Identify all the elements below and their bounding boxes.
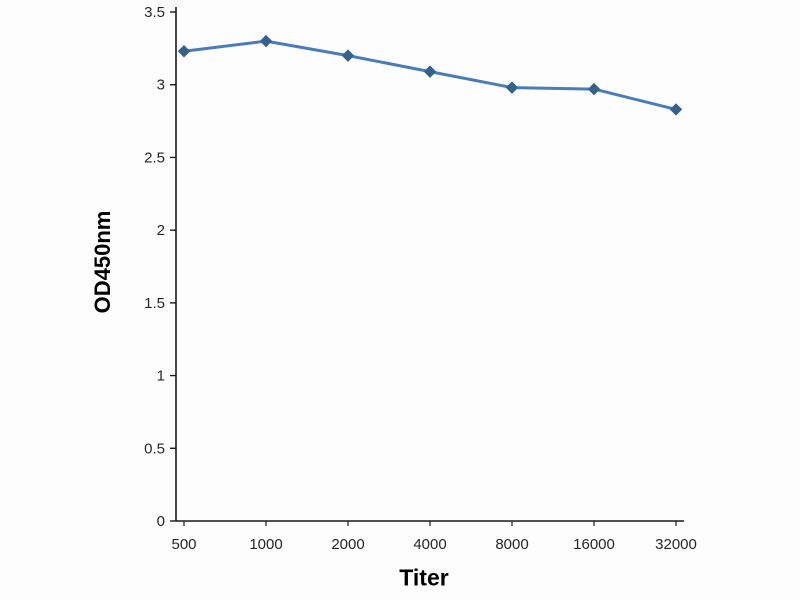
y-tick-label: 3 — [157, 77, 165, 94]
x-tick-label: 1000 — [249, 536, 282, 553]
data-point-marker — [669, 103, 683, 116]
x-tick-label: 2000 — [331, 536, 364, 553]
x-tick-label: 500 — [171, 536, 196, 553]
y-tick-label: 2.5 — [144, 149, 165, 166]
y-tick-label: 2 — [157, 222, 165, 239]
x-tick-label: 32000 — [655, 536, 697, 553]
y-tick-label: 0 — [157, 513, 165, 530]
y-tick-label: 3.5 — [144, 4, 165, 21]
x-tick-label: 16000 — [573, 536, 615, 553]
data-point-marker — [423, 65, 437, 78]
data-point-marker — [587, 82, 601, 96]
data-point-marker — [341, 49, 355, 62]
data-point-marker — [505, 81, 519, 94]
x-axis-title: Titer — [399, 564, 449, 591]
y-tick-label: 1 — [157, 368, 165, 385]
data-point-marker — [177, 45, 191, 58]
y-axis-title: OD450nm — [90, 210, 115, 314]
y-tick-label: 1.5 — [144, 295, 165, 312]
x-tick-label: 8000 — [495, 536, 528, 553]
y-tick-label: 0.5 — [144, 440, 165, 457]
x-tick-label: 4000 — [413, 536, 446, 553]
data-point-marker — [259, 34, 273, 48]
